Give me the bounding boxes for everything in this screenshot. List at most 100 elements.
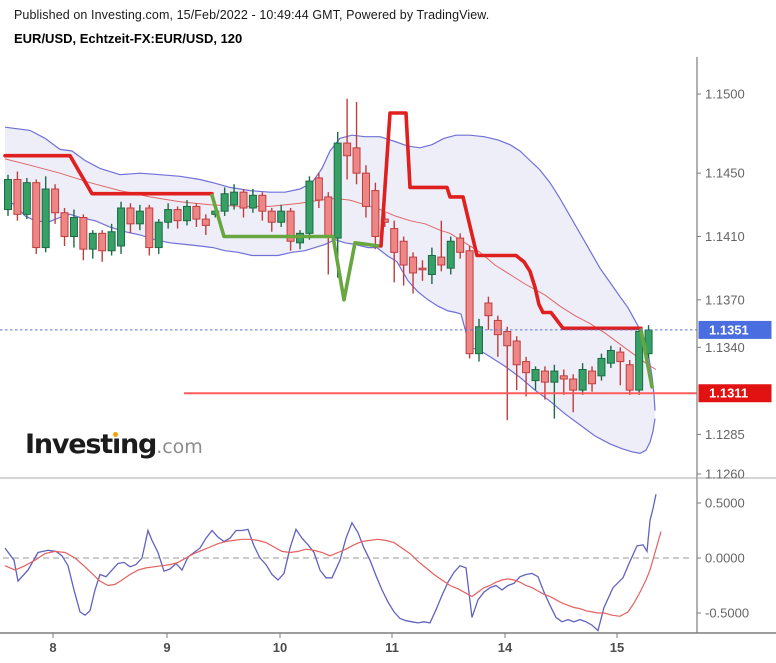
candlestick: [286, 207, 295, 251]
time-tick-label: 14: [498, 640, 513, 655]
time-tick-label: 9: [163, 640, 170, 655]
bollinger-band: [4, 126, 657, 455]
oscillator-tick-label: 0.5000: [705, 496, 745, 511]
candlestick: [32, 179, 41, 254]
price-tick-label: 1.1340: [705, 340, 745, 355]
svg-text:1.1351: 1.1351: [709, 322, 749, 337]
sma-line: [4, 158, 657, 370]
candlestick: [79, 214, 88, 261]
oscillator-panel: [3, 494, 692, 632]
candlestick: [145, 204, 154, 256]
candlestick: [409, 252, 418, 294]
price-tick-label: 1.1500: [705, 87, 745, 102]
candlestick: [126, 203, 135, 234]
candlestick: [503, 326, 512, 421]
candlestick: [88, 230, 97, 259]
candlestick: [258, 192, 267, 221]
candlestick: [220, 187, 229, 216]
candlestick: [493, 315, 502, 357]
candlestick: [616, 347, 625, 386]
candlestick: [418, 260, 427, 281]
candlestick: [371, 182, 380, 250]
price-tick-label: 1.1450: [705, 166, 745, 181]
candlestick: [248, 188, 257, 213]
candlestick: [427, 247, 436, 284]
trend-line-red-segment: [379, 111, 643, 331]
candlestick: [390, 220, 399, 283]
candlestick: [588, 366, 597, 392]
trend-line-layer: [3, 111, 654, 389]
candlesticks-layer: [4, 98, 653, 421]
candlestick: [277, 204, 286, 227]
candlestick: [182, 200, 191, 226]
candlestick: [13, 171, 22, 221]
candlestick: [154, 219, 163, 254]
investing-logo: Investı ng.com: [25, 429, 203, 460]
candlestick: [512, 336, 521, 391]
alert-price-badge: 1.1311: [698, 384, 772, 403]
candlestick: [625, 359, 634, 395]
candlestick: [51, 184, 60, 224]
time-tick-label: 8: [49, 640, 56, 655]
price-tick-label: 1.1410: [705, 229, 745, 244]
price-tick-label: 1.1285: [705, 427, 745, 442]
bollinger-upper-line: [4, 126, 656, 411]
candlestick: [597, 353, 606, 381]
candlestick: [635, 326, 644, 395]
candlestick: [484, 296, 493, 330]
oscillator-tick-label: -0.5000: [705, 606, 749, 621]
candlestick: [69, 209, 78, 248]
candlestick: [305, 176, 314, 240]
candlestick: [230, 184, 239, 210]
candlestick: [343, 98, 352, 180]
chart-title: EUR/USD, Echtzeit-FX:EUR/USD, 120: [14, 31, 243, 46]
candlestick: [399, 236, 408, 286]
candlestick: [239, 188, 248, 218]
time-axis[interactable]: 8 9 10 11 14 15: [49, 633, 624, 655]
time-tick-label: 11: [385, 640, 399, 655]
candlestick: [164, 203, 173, 229]
price-tick-label: 1.1260: [705, 466, 745, 481]
candlestick: [531, 366, 540, 391]
candlestick: [550, 364, 559, 419]
candlestick: [41, 176, 50, 253]
candlestick: [437, 220, 446, 272]
logo-orange-dot: [112, 432, 118, 437]
oscillator-fast-line: [4, 494, 657, 632]
price-tick-label: 1.1370: [705, 292, 745, 307]
oscillator-tick-label: 0.0000: [705, 551, 745, 566]
price-axis[interactable]: 1.1500 1.1450 1.1410 1.1370 1.1340 1.1285 1.12…: [0, 57, 776, 634]
candlestick: [352, 101, 361, 185]
candlestick: [578, 363, 587, 395]
candlestick: [98, 230, 107, 262]
candlestick: [606, 345, 615, 368]
last-price-badge: 1.1351: [698, 320, 772, 339]
svg-text:1.1311: 1.1311: [709, 386, 748, 401]
candlestick: [324, 192, 333, 275]
candlestick: [107, 223, 116, 256]
candlestick: [117, 201, 126, 254]
logo-text: Investı ng: [25, 429, 157, 460]
candlestick: [475, 318, 483, 362]
trend-line-green-segment: [639, 328, 654, 389]
oscillator-signal-line: [4, 531, 662, 617]
candlestick: [192, 203, 201, 227]
candlestick: [522, 356, 531, 397]
candlestick: [173, 206, 182, 229]
candlestick: [267, 207, 276, 232]
time-tick-label: 10: [273, 640, 287, 655]
candlestick: [60, 207, 69, 246]
candlestick: [456, 233, 465, 259]
candlestick: [201, 214, 210, 235]
candlestick: [446, 236, 455, 275]
time-tick-label: 15: [610, 640, 624, 655]
candlestick: [361, 165, 370, 218]
candlestick: [314, 173, 323, 208]
trend-line-red-segment: [3, 153, 214, 196]
logo-suffix: .com: [156, 436, 203, 458]
candlestick: [22, 177, 31, 220]
candlestick: [465, 245, 474, 359]
trend-line-green-segment: [210, 193, 381, 302]
